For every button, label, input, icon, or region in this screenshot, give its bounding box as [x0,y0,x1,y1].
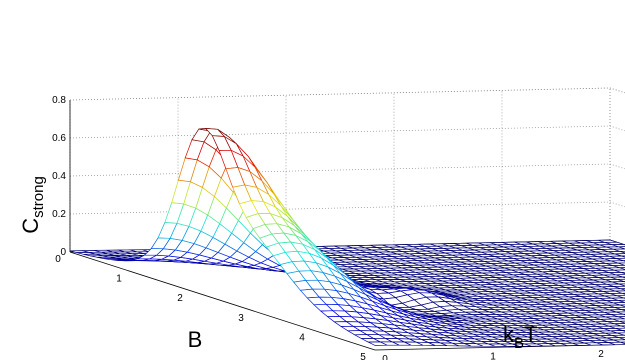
grid-top-edge [69,87,611,101]
z-tick-label: 0.8 [52,95,66,106]
z-tick-label: 0.4 [52,171,66,182]
x-tick-label: 3 [238,313,244,324]
grid-z-line-back [69,201,611,215]
z-axis-label-main: C [18,218,43,234]
y-tick-label: 1 [490,352,496,360]
z-tick-label: 0 [60,247,66,258]
x-tick-label: 1 [116,274,122,285]
grid-z-line-right [609,125,625,132]
z-tick-label: 0.2 [52,209,66,220]
x-axis-label: B [188,327,203,352]
grid-z-line-right [609,87,625,94]
y-axis-label-t: T [524,322,537,347]
y-axis-label-sub: B [514,335,524,352]
x-tick-label: 5 [360,352,366,360]
x-tick-label: 0 [55,254,61,265]
y-axis-label: kBT [503,322,537,352]
z-tick-label: 0.6 [52,133,66,144]
grid-z-line-back [69,125,611,139]
x-tick-label: 2 [177,293,183,304]
z-axis-label: Cstrong [18,176,47,234]
mesh-cell [368,341,388,346]
surface-mesh [69,127,625,347]
grid-top-edge [609,87,625,94]
z-axis-label-sub: strong [30,176,47,218]
y-tick-label: 0 [382,354,388,360]
axis-line [69,251,376,351]
grid-z-line-back [69,163,611,177]
axis-line [374,344,625,351]
y-tick-label: 2 [598,349,604,360]
x-tick-label: 4 [299,332,305,343]
y-axis-label-k: k [503,322,515,347]
tick-labels: 00.20.40.60.8012345012345 [52,95,604,360]
